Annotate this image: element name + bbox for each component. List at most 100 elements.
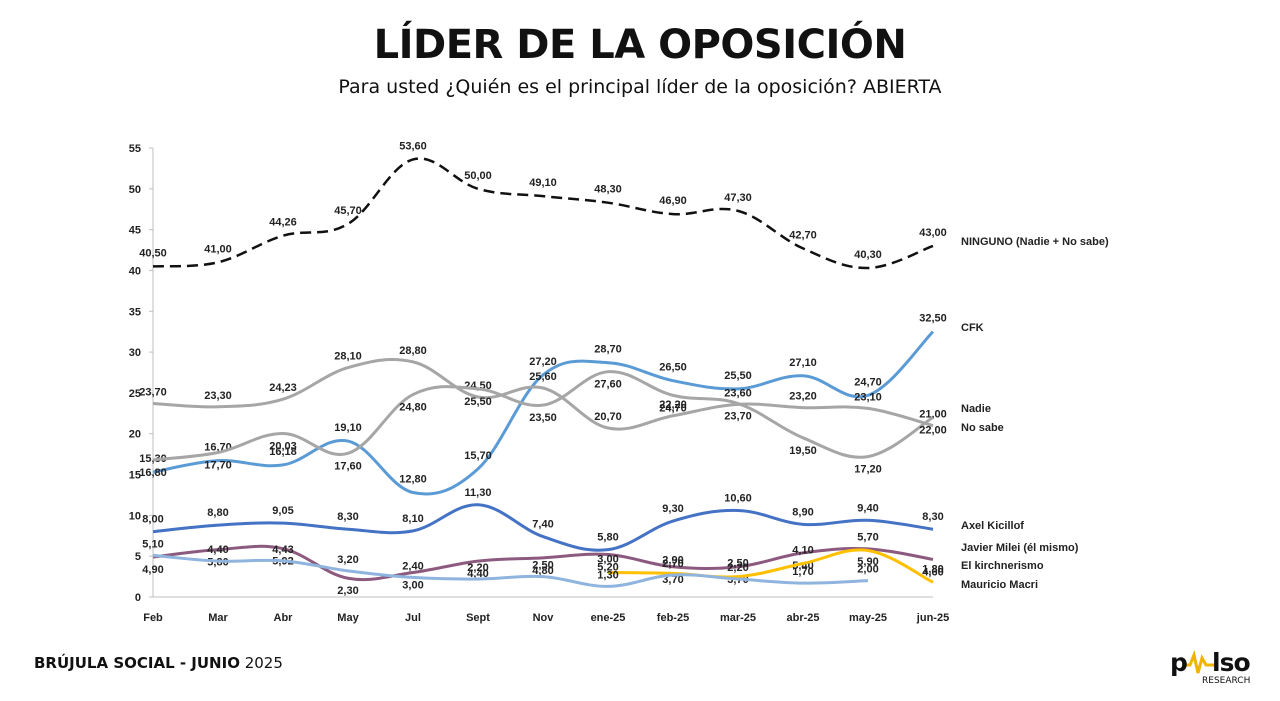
x-tick-label: Nov xyxy=(533,612,555,624)
data-label-ninguno-nadie-no-sabe: 48,30 xyxy=(594,184,622,196)
data-label-nadie: 28,10 xyxy=(334,351,362,363)
data-label-mauricio-macri: 2,70 xyxy=(662,558,683,570)
series-name-javier-milei-el-mismo: Javier Milei (él mismo) xyxy=(961,542,1079,554)
data-label-cfk: 26,50 xyxy=(659,362,687,374)
data-label-axel-kicillof: 9,40 xyxy=(857,502,878,514)
data-label-no-sabe: 24,80 xyxy=(399,402,427,414)
series-name-no-sabe: No sabe xyxy=(961,422,1004,434)
series-line-el-kirchnerismo xyxy=(607,548,934,584)
data-label-mauricio-macri: 1,70 xyxy=(792,566,813,578)
data-label-axel-kicillof: 5,80 xyxy=(597,532,618,544)
x-tick-label: may-25 xyxy=(849,612,887,624)
data-label-mauricio-macri: 2,50 xyxy=(532,560,553,572)
data-label-el-kirchnerismo: 5,70 xyxy=(857,531,878,543)
data-label-ninguno-nadie-no-sabe: 53,60 xyxy=(399,140,427,152)
data-label-javier-milei-el-mismo: 2,30 xyxy=(337,585,358,597)
y-tick-label: 25 xyxy=(129,388,141,400)
data-label-axel-kicillof: 8,30 xyxy=(922,511,943,523)
data-label-axel-kicillof: 9,05 xyxy=(272,505,293,517)
series-line-cfk xyxy=(152,330,935,496)
data-label-no-sabe: 23,50 xyxy=(529,412,557,424)
data-label-mauricio-macri: 2,20 xyxy=(467,562,488,574)
data-label-axel-kicillof: 9,30 xyxy=(662,503,683,515)
y-tick-label: 35 xyxy=(129,306,141,318)
data-label-nadie: 28,80 xyxy=(399,345,427,357)
data-label-nadie: 25,60 xyxy=(529,371,557,383)
data-label-axel-kicillof: 8,00 xyxy=(142,514,163,526)
series-name-nadie: Nadie xyxy=(961,403,991,415)
data-label-javier-milei-el-mismo: 5,20 xyxy=(597,562,618,574)
data-label-el-kirchnerismo: 2,50 xyxy=(727,558,748,570)
y-tick-label: 30 xyxy=(129,347,141,359)
data-label-no-sabe: 20,03 xyxy=(269,440,297,452)
y-tick-label: 55 xyxy=(129,143,141,155)
x-tick-label: Abr xyxy=(274,612,294,624)
data-label-axel-kicillof: 8,90 xyxy=(792,506,813,518)
data-label-ninguno-nadie-no-sabe: 40,50 xyxy=(139,247,167,259)
series-line-javier-milei-el-mismo xyxy=(152,544,934,582)
data-label-nadie: 20,70 xyxy=(594,411,622,423)
data-label-ninguno-nadie-no-sabe: 46,90 xyxy=(659,195,687,207)
data-label-no-sabe: 17,60 xyxy=(334,460,362,472)
data-label-ninguno-nadie-no-sabe: 49,10 xyxy=(529,177,557,189)
data-label-mauricio-macri: 3,20 xyxy=(337,554,358,566)
data-label-axel-kicillof: 10,60 xyxy=(724,492,752,504)
series-line-axel-kicillof xyxy=(152,503,934,552)
data-label-ninguno-nadie-no-sabe: 45,70 xyxy=(334,205,362,217)
logo-letter-p: p xyxy=(1170,648,1188,677)
footer: BRÚJULA SOCIAL - JUNIO 2025 xyxy=(34,654,283,672)
data-label-nadie: 23,70 xyxy=(139,387,167,399)
data-label-mauricio-macri: 5,10 xyxy=(142,538,163,550)
data-label-cfk: 24,70 xyxy=(854,376,882,388)
data-label-mauricio-macri: 1,30 xyxy=(597,569,618,581)
data-label-javier-milei-el-mismo: 4,60 xyxy=(922,566,943,578)
data-label-no-sabe: 17,20 xyxy=(854,464,882,476)
data-label-javier-milei-el-mismo: 4,80 xyxy=(532,565,553,577)
series-line-ninguno-nadie-no-sabe xyxy=(152,157,934,270)
data-label-javier-milei-el-mismo: 3,00 xyxy=(402,580,423,592)
data-label-no-sabe: 16,80 xyxy=(139,467,167,479)
data-label-cfk: 25,50 xyxy=(724,370,752,382)
y-tick-label: 10 xyxy=(129,510,141,522)
data-label-mauricio-macri: 2,20 xyxy=(727,562,748,574)
page-title: LÍDER DE LA OPOSICIÓN xyxy=(373,22,907,68)
data-label-no-sabe: 23,70 xyxy=(724,411,752,423)
data-label-no-sabe: 22,00 xyxy=(919,424,947,436)
data-label-nadie: 23,60 xyxy=(724,387,752,399)
y-tick-label: 0 xyxy=(135,592,141,604)
x-tick-label: Jul xyxy=(405,612,421,624)
data-label-nadie: 23,20 xyxy=(789,391,817,403)
data-label-cfk: 32,50 xyxy=(919,313,947,325)
data-label-cfk: 16,18 xyxy=(269,446,297,458)
data-label-el-kirchnerismo: 2,90 xyxy=(662,554,683,566)
data-label-no-sabe: 19,50 xyxy=(789,445,817,457)
data-label-mauricio-macri: 4,43 xyxy=(272,544,293,556)
data-label-axel-kicillof: 8,10 xyxy=(402,513,423,525)
series-name-axel-kicillof: Axel Kicillof xyxy=(961,520,1024,532)
data-label-no-sabe: 27,60 xyxy=(594,379,622,391)
data-label-nadie: 23,30 xyxy=(204,390,232,402)
series-line-mauricio-macri xyxy=(152,553,869,588)
y-tick-label: 5 xyxy=(135,551,141,563)
x-tick-label: May xyxy=(337,612,359,624)
logo-letters-lso: lso xyxy=(1212,648,1251,677)
y-tick-label: 15 xyxy=(129,470,141,482)
data-label-cfk: 28,70 xyxy=(594,344,622,356)
data-label-el-kirchnerismo: 4,10 xyxy=(792,545,813,557)
data-label-mauricio-macri: 4,40 xyxy=(207,544,228,556)
data-label-no-sabe: 17,70 xyxy=(204,460,232,472)
data-label-axel-kicillof: 7,40 xyxy=(532,519,553,531)
y-tick-label: 20 xyxy=(129,429,141,441)
logo-subtext: RESEARCH xyxy=(1202,676,1251,686)
footer-year: 2025 xyxy=(239,654,283,672)
data-label-el-kirchnerismo: 1,80 xyxy=(922,563,943,575)
x-tick-label: Feb xyxy=(143,612,163,624)
x-tick-label: Sept xyxy=(466,612,490,624)
data-label-ninguno-nadie-no-sabe: 42,70 xyxy=(789,229,817,241)
data-label-axel-kicillof: 8,30 xyxy=(337,511,358,523)
data-label-no-sabe: 25,50 xyxy=(464,396,492,408)
x-tick-label: abr-25 xyxy=(786,612,819,624)
data-label-nadie: 22,20 xyxy=(659,399,687,411)
data-label-cfk: 19,10 xyxy=(334,422,362,434)
